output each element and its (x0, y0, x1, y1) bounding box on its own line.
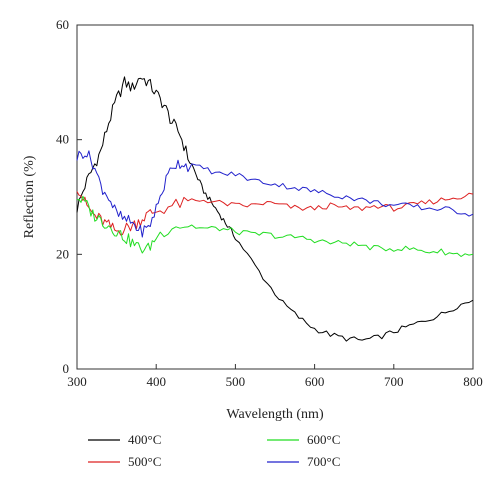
x-axis-label: Wavelength (nm) (226, 407, 324, 422)
x-tick-label: 500 (226, 374, 246, 389)
series-line-1 (76, 76, 474, 342)
legend-label: 600°C (307, 432, 340, 447)
x-tick-label: 700 (384, 374, 404, 389)
x-tick-label: 300 (67, 374, 87, 389)
legend: 400°C 500°C 600°C 700°C (88, 432, 340, 469)
x-tick-label: 800 (463, 374, 483, 389)
legend-label: 500°C (128, 454, 161, 469)
legend-label: 400°C (128, 432, 161, 447)
legend-label: 700°C (307, 454, 340, 469)
series-line-2 (76, 191, 474, 236)
y-tick-label: 40 (56, 132, 69, 147)
y-tick-label: 20 (56, 246, 69, 261)
y-axis-label: Reflection (%) (22, 155, 37, 238)
y-tick-label: 0 (63, 361, 70, 376)
plot-frame (76, 24, 474, 370)
x-tick-label: 400 (146, 374, 166, 389)
axis-ticks: 300 400 500 600 700 800 0 20 40 60 (56, 17, 483, 389)
y-tick-label: 60 (56, 17, 69, 32)
series-layer (76, 76, 474, 342)
series-line-3 (76, 195, 474, 257)
x-tick-label: 600 (305, 374, 325, 389)
series-line-4 (76, 150, 474, 238)
